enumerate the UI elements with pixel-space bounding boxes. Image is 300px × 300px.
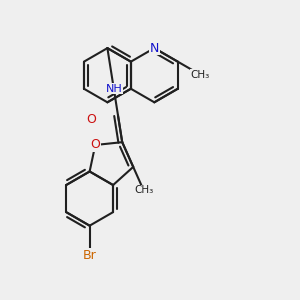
Text: CH₃: CH₃ bbox=[190, 70, 210, 80]
Text: O: O bbox=[86, 113, 96, 126]
Text: O: O bbox=[90, 139, 100, 152]
Text: N: N bbox=[150, 42, 159, 55]
Text: NH: NH bbox=[105, 84, 122, 94]
Text: Br: Br bbox=[83, 249, 97, 262]
Text: CH₃: CH₃ bbox=[134, 185, 153, 195]
